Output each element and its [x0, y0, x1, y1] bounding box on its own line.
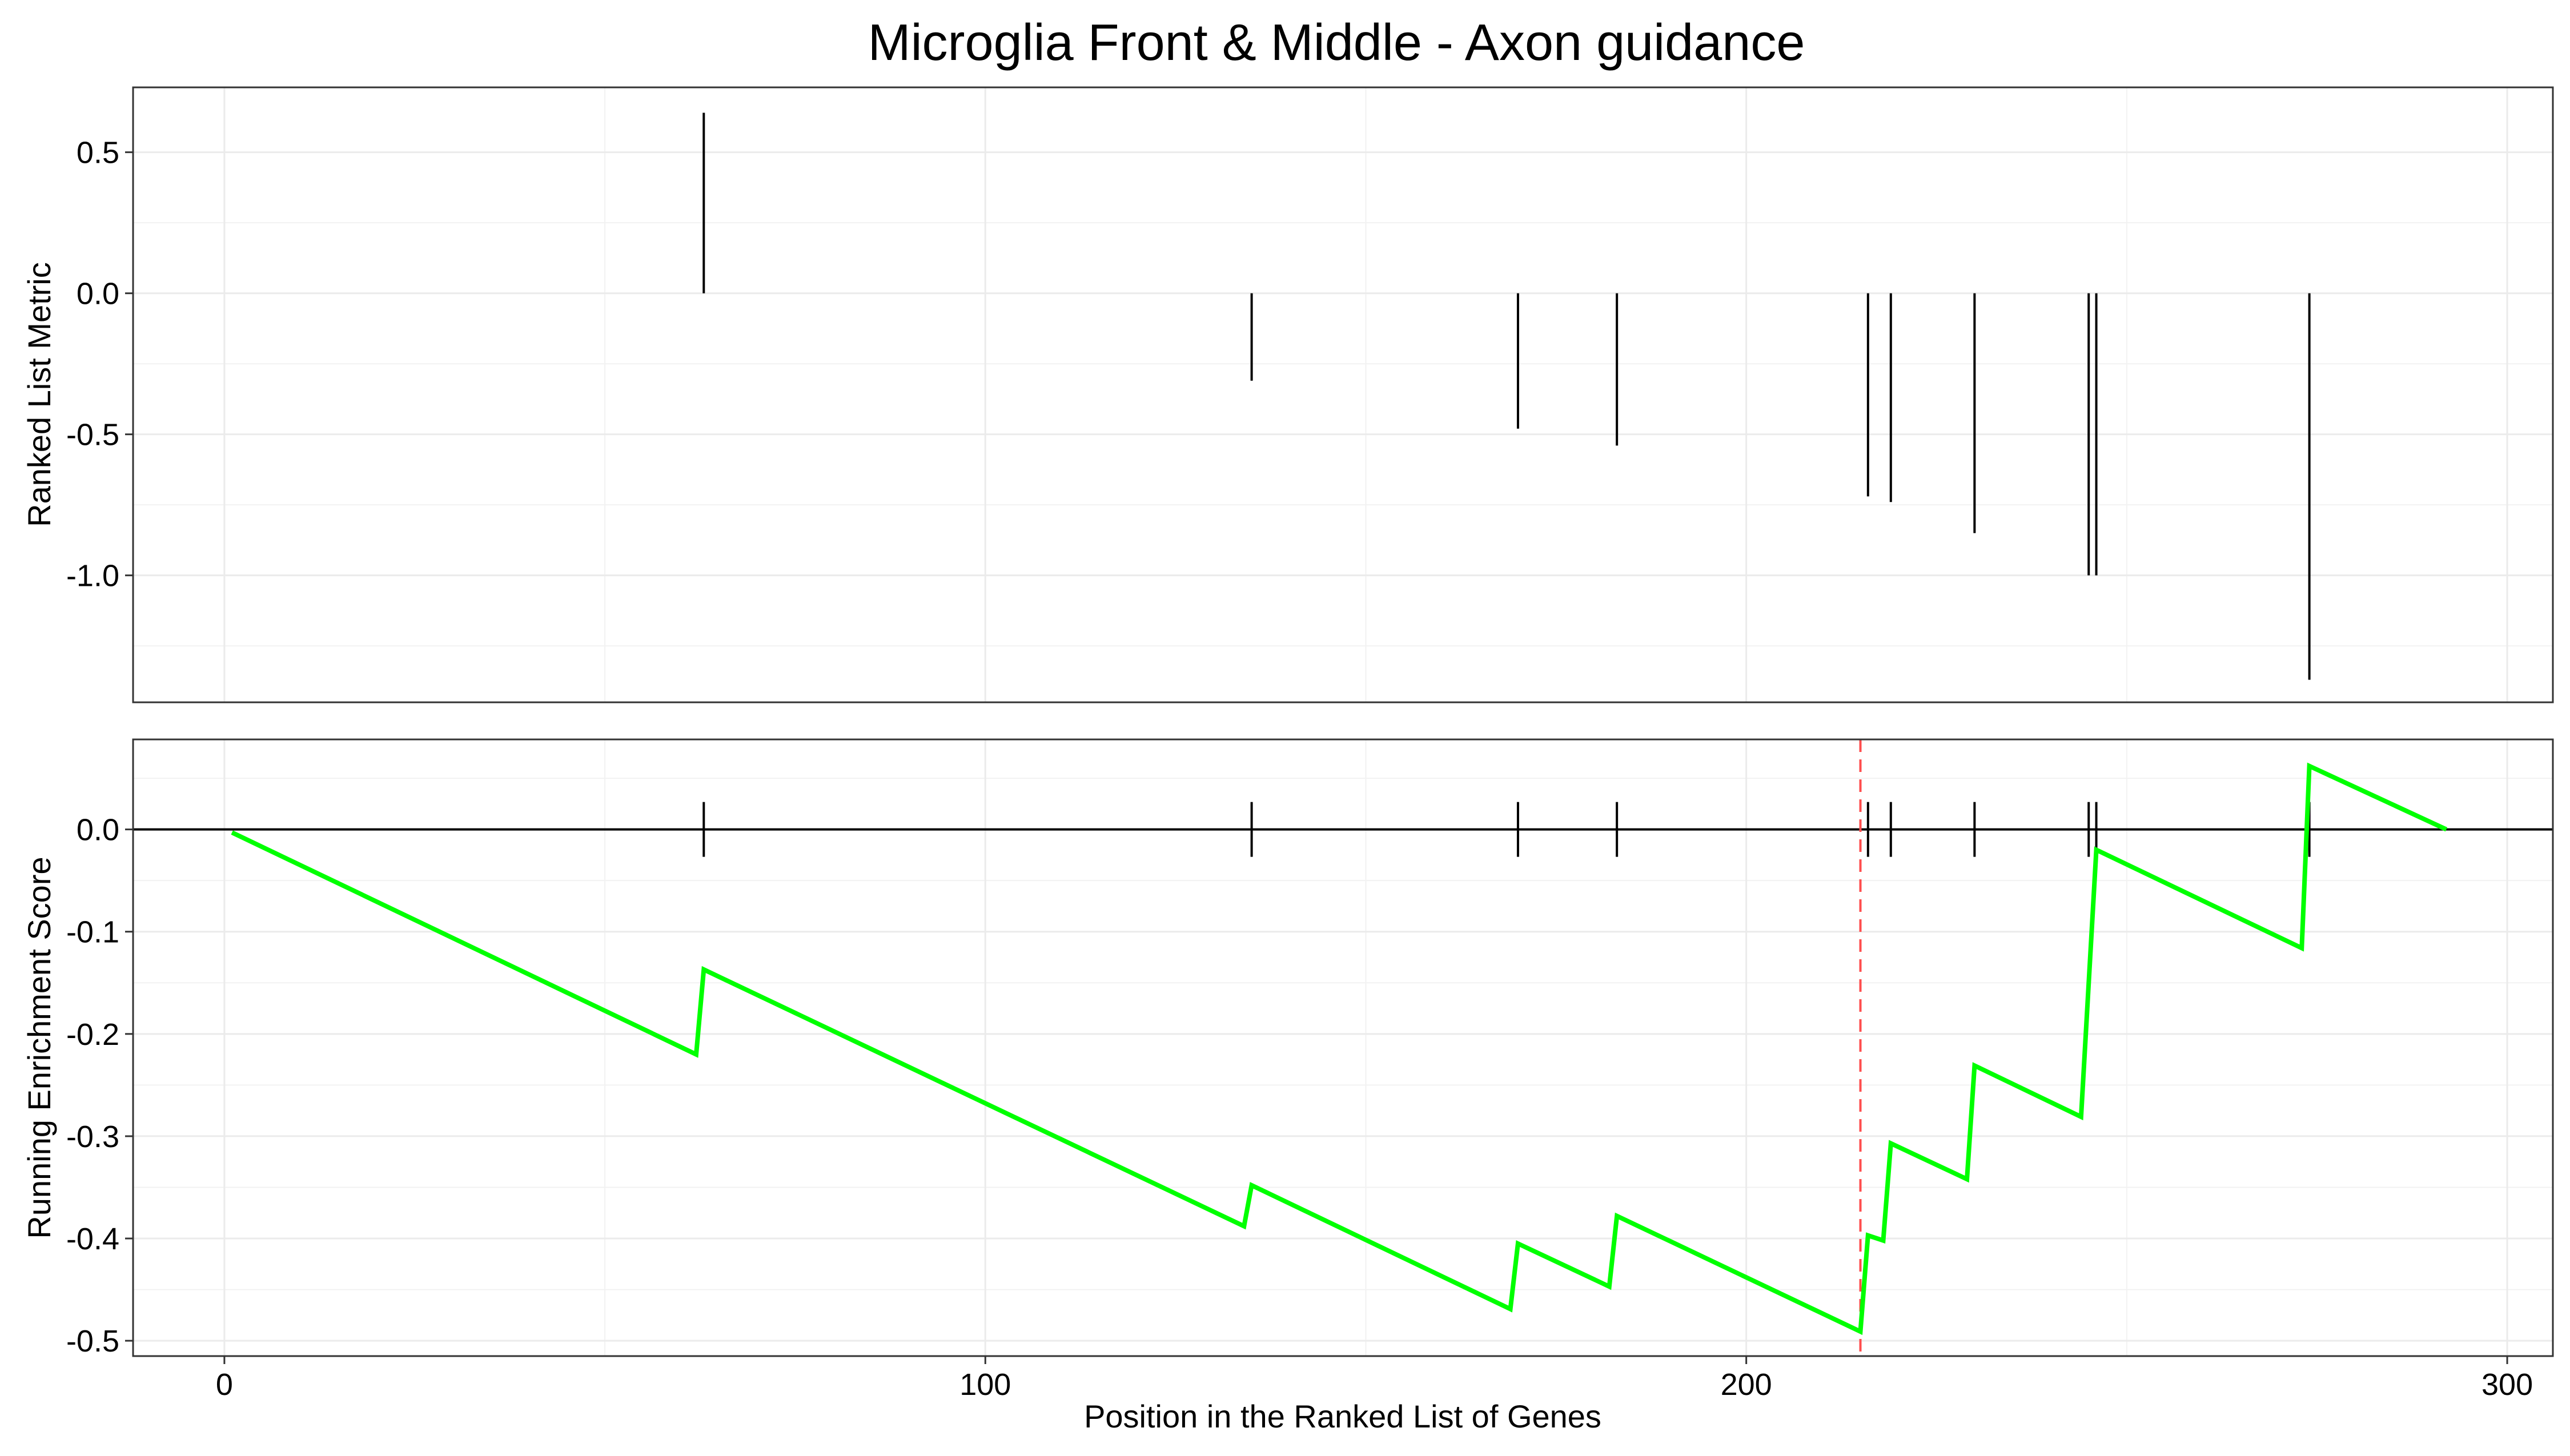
- y-tick-label: -0.4: [66, 1222, 119, 1256]
- ranked-metric-y-ticks: 0.5 0.0 -0.5 -1.0: [66, 136, 133, 593]
- ranked-metric-grid: [133, 87, 2553, 702]
- ranked-metric-y-axis-title: Ranked List Metric: [21, 262, 57, 527]
- enrichment-score-curve: [231, 762, 2448, 1336]
- x-tick-label: 100: [959, 1367, 1011, 1402]
- y-tick-label: -1.0: [66, 559, 119, 593]
- x-tick-label: 300: [2481, 1367, 2533, 1402]
- y-tick-label: -0.2: [66, 1017, 119, 1052]
- y-tick-label: -0.1: [66, 915, 119, 950]
- y-tick-label: -0.3: [66, 1120, 119, 1154]
- x-axis-title: Position in the Ranked List of Genes: [1084, 1398, 1601, 1434]
- enrichment-score-line: [231, 762, 2448, 1336]
- x-tick-label: 0: [216, 1367, 233, 1402]
- enrichment-score-gene-rug: [702, 802, 2311, 857]
- enrichment-score-panel-background: [133, 739, 2553, 1356]
- ranked-metric-panel-background: [133, 87, 2553, 702]
- y-tick-label: -0.5: [66, 1324, 119, 1358]
- ranked-metric-panel: 0.5 0.0 -0.5 -1.0 Ranked List Metric: [21, 86, 2554, 703]
- ranked-metric-bars: [702, 112, 2311, 680]
- chart-title: Microglia Front & Middle - Axon guidance: [868, 14, 1805, 71]
- y-tick-label: 0.0: [77, 277, 119, 311]
- enrichment-score-x-ticks: 0 100 200 300: [216, 1356, 2533, 1402]
- enrichment-score-reference-lines: [133, 739, 2553, 1356]
- ranked-metric-panel-border: [132, 86, 2554, 703]
- y-tick-label: -0.5: [66, 418, 119, 452]
- x-tick-label: 200: [1721, 1367, 1772, 1402]
- enrichment-score-panel: 0.0 -0.1 -0.2 -0.3 -0.4 -0.5 0 100 200 300 Runni…: [21, 738, 2554, 1434]
- y-tick-label: 0.0: [77, 813, 119, 847]
- enrichment-score-grid: [133, 739, 2553, 1356]
- enrichment-score-panel-border: [132, 738, 2554, 1357]
- y-tick-label: 0.5: [77, 136, 119, 170]
- enrichment-score-y-axis-title: Running Enrichment Score: [21, 856, 57, 1238]
- enrichment-score-y-ticks: 0.0 -0.1 -0.2 -0.3 -0.4 -0.5: [66, 813, 133, 1358]
